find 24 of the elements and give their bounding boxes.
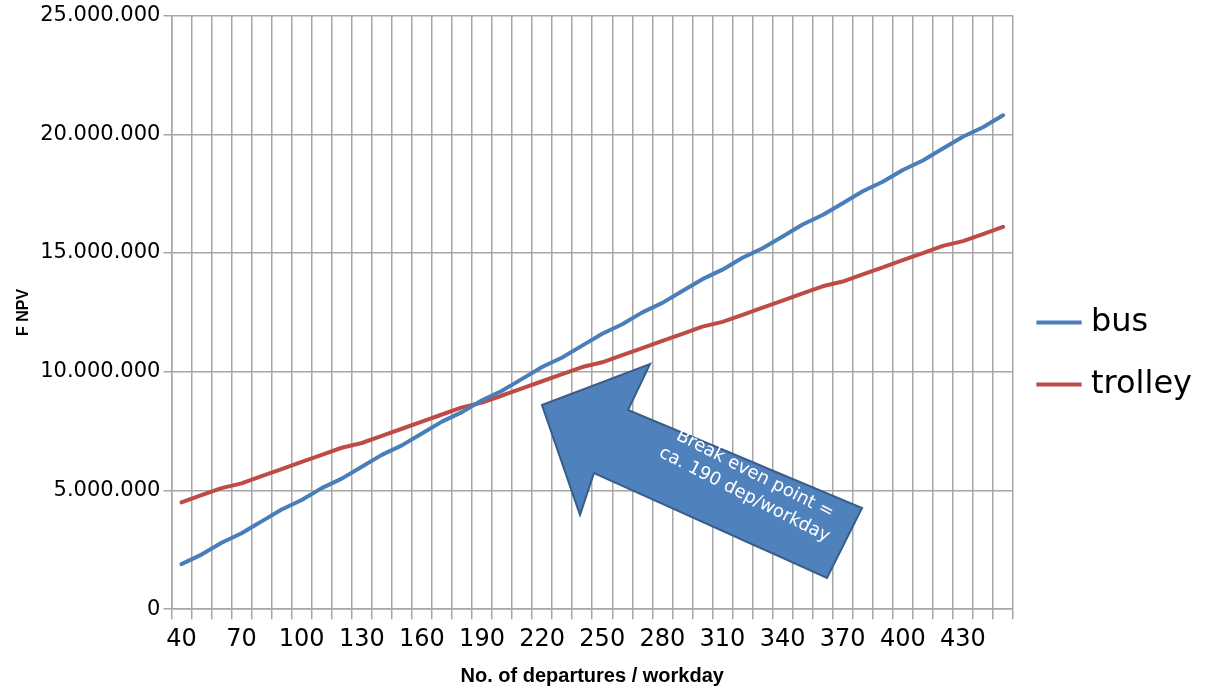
x-tick-label: 100 [278,623,325,652]
y-tick-label: 20.000.000 [40,120,161,145]
x-tick-label: 370 [819,623,866,652]
y-tick-label: 10.000.000 [40,358,161,383]
x-tick-label: 40 [166,623,197,652]
y-tick-label: 25.000.000 [40,2,161,27]
x-tick-label: 220 [519,623,566,652]
y-tick-label: 15.000.000 [40,239,161,264]
x-tick-label: 430 [940,623,986,652]
y-tick-label: 5.000.000 [53,476,161,501]
x-tick-label: 190 [459,623,505,652]
x-tick-label: 130 [338,623,385,652]
x-tick-label: 400 [879,623,926,652]
legend-label: trolley [1091,362,1192,401]
legend-label: bus [1091,300,1149,339]
x-tick-label: 310 [699,623,746,652]
x-tick-label: 340 [759,623,806,652]
x-tick-label: 280 [639,623,686,652]
y-axis-title: F NPV [14,288,32,336]
x-tick-label: 160 [399,623,445,652]
x-tick-label: 70 [226,623,257,652]
x-tick-label: 250 [579,623,626,652]
y-tick-label: 0 [147,595,161,620]
x-axis-title: No. of departures / workday [460,663,725,686]
